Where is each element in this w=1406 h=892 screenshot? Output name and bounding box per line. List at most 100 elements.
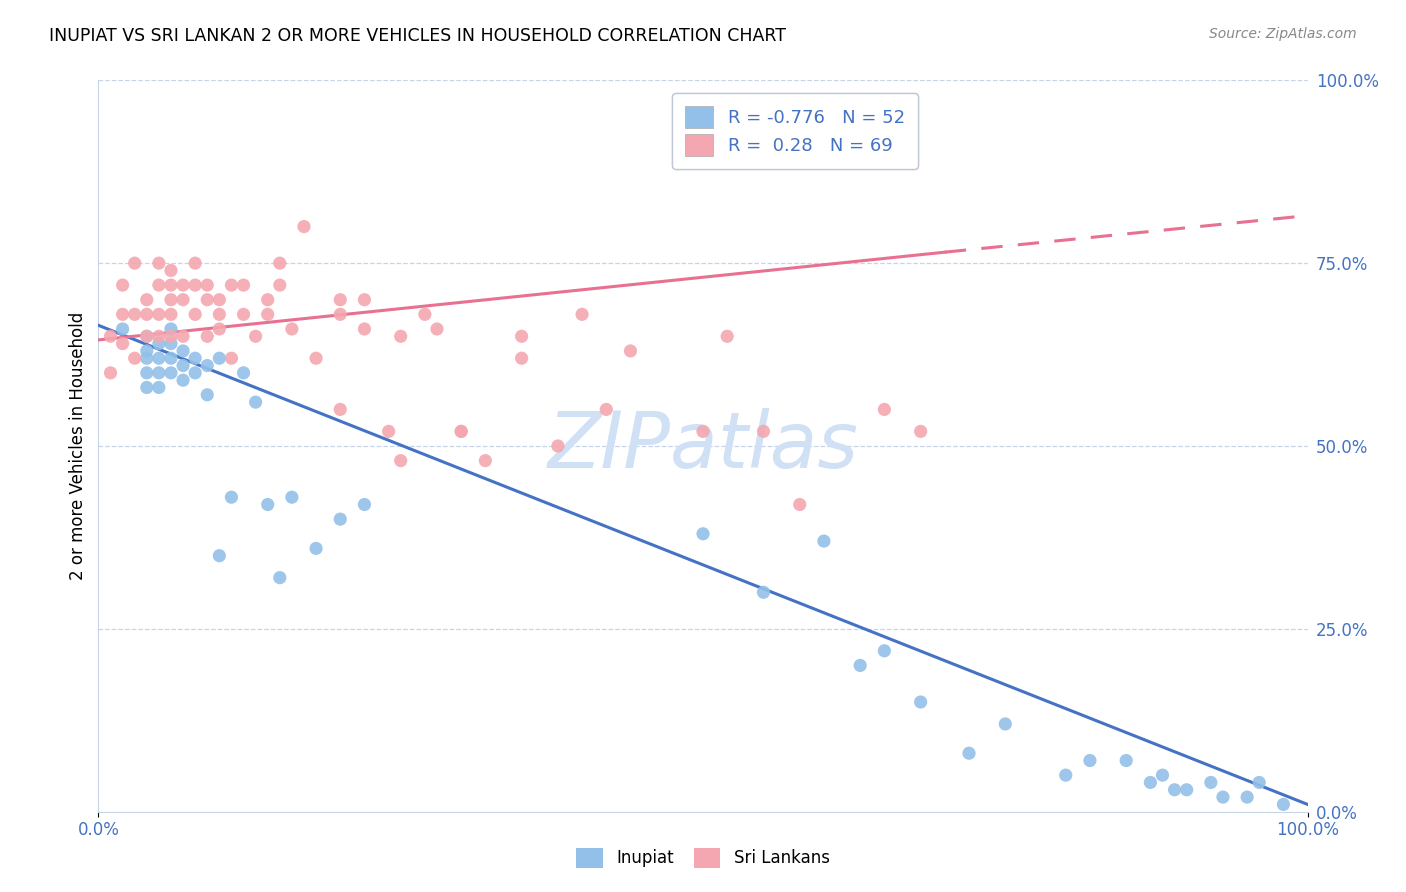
Point [148,329,170,343]
Point [1078,754,1101,768]
Point [571,307,593,321]
Point [195,278,218,293]
Point [329,293,352,307]
Point [510,329,533,343]
Y-axis label: 2 or more Vehicles in Household: 2 or more Vehicles in Household [69,312,87,580]
Point [692,425,714,439]
Text: INUPIAT VS SRI LANKAN 2 OR MORE VEHICLES IN HOUSEHOLD CORRELATION CHART: INUPIAT VS SRI LANKAN 2 OR MORE VEHICLES… [49,27,786,45]
Point [195,293,218,307]
Point [595,402,617,417]
Point [329,402,352,417]
Point [135,343,157,358]
Point [1175,782,1198,797]
Point [172,278,194,293]
Point [160,366,183,380]
Point [160,329,183,343]
Point [135,329,157,343]
Point [426,322,449,336]
Point [510,351,533,366]
Point [873,644,896,658]
Point [172,373,194,387]
Point [172,343,194,358]
Point [135,307,157,321]
Point [256,293,278,307]
Point [184,366,207,380]
Point [135,329,157,343]
Point [1212,790,1234,805]
Point [1054,768,1077,782]
Point [124,307,146,321]
Point [957,746,980,760]
Text: Source: ZipAtlas.com: Source: ZipAtlas.com [1209,27,1357,41]
Point [195,359,218,373]
Point [413,307,436,321]
Point [1115,754,1137,768]
Point [305,541,328,556]
Point [135,366,157,380]
Point [160,351,183,366]
Point [873,402,896,417]
Point [329,307,352,321]
Point [148,307,170,321]
Point [195,329,218,343]
Point [256,498,278,512]
Point [148,336,170,351]
Point [752,425,775,439]
Point [221,490,243,504]
Point [184,307,207,321]
Point [377,425,399,439]
Point [195,388,218,402]
Point [813,534,835,549]
Point [124,256,146,270]
Point [232,307,254,321]
Point [221,351,243,366]
Point [389,453,412,467]
Point [305,351,328,366]
Point [160,293,183,307]
Point [208,351,231,366]
Point [148,380,170,394]
Point [245,395,267,409]
Point [269,571,291,585]
Point [111,322,134,336]
Point [281,490,304,504]
Point [135,380,157,394]
Point [619,343,641,358]
Point [389,329,412,343]
Point [148,256,170,270]
Point [547,439,569,453]
Point [232,278,254,293]
Text: ZIPatlas: ZIPatlas [547,408,859,484]
Point [208,322,231,336]
Point [184,256,207,270]
Point [1139,775,1161,789]
Point [353,498,375,512]
Point [292,219,315,234]
Point [208,293,231,307]
Point [353,322,375,336]
Point [245,329,267,343]
Point [208,549,231,563]
Point [135,293,157,307]
Point [184,278,207,293]
Point [148,366,170,380]
Point [450,425,472,439]
Point [111,336,134,351]
Point [111,307,134,321]
Point [256,307,278,321]
Point [474,453,496,467]
Point [1272,797,1295,812]
Point [160,322,183,336]
Point [172,329,194,343]
Point [148,278,170,293]
Point [111,278,134,293]
Point [269,278,291,293]
Point [135,351,157,366]
Point [1249,775,1271,789]
Point [910,425,932,439]
Point [281,322,304,336]
Point [692,526,714,541]
Point [716,329,738,343]
Point [994,717,1017,731]
Point [160,307,183,321]
